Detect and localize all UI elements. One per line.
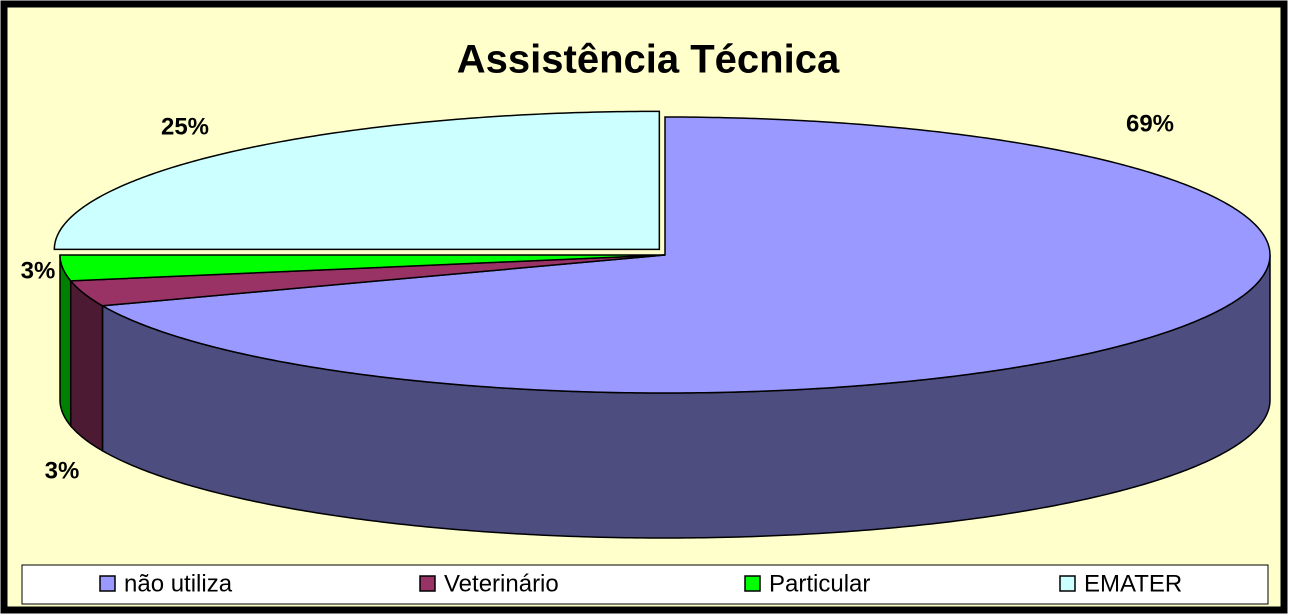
slice <box>69 254 666 307</box>
slice <box>100 116 1271 394</box>
data-label: 69% <box>1126 110 1174 137</box>
pie <box>53 110 1271 539</box>
slice-side <box>59 254 72 428</box>
legend-label: não utiliza <box>124 570 233 597</box>
slice <box>53 110 661 251</box>
slice <box>59 254 666 282</box>
data-label: 3% <box>45 457 80 484</box>
data-label: 25% <box>161 113 209 140</box>
legend-swatch <box>419 575 436 592</box>
slice-side <box>69 278 104 453</box>
legend-swatch <box>744 575 761 592</box>
legend-swatch <box>1059 575 1076 592</box>
tops <box>53 110 1271 394</box>
legend-label: EMATER <box>1084 570 1182 597</box>
legend-label: Particular <box>769 570 870 597</box>
chart-title: Assistência Técnica <box>457 38 840 82</box>
legend-label: Veterinário <box>444 570 559 597</box>
data-label: 3% <box>21 257 56 284</box>
legend-swatch <box>99 575 116 592</box>
